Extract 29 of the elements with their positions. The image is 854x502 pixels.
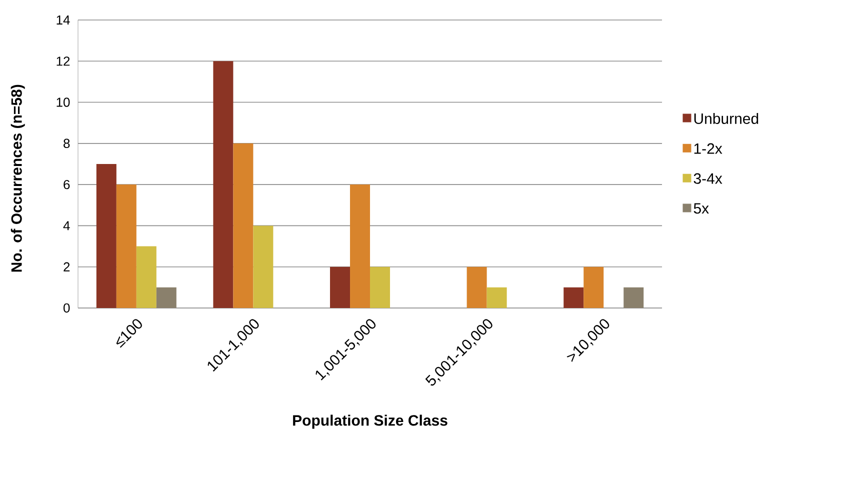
bar <box>116 184 136 308</box>
bar <box>584 266 604 308</box>
y-tick-label: 2 <box>64 262 70 272</box>
legend-label: Unburned <box>694 112 758 124</box>
y-tick-label: 0 <box>64 303 70 313</box>
y-tick-label: 14 <box>56 16 70 24</box>
bar <box>330 266 350 308</box>
bar <box>96 164 116 308</box>
legend-label: 1-2x <box>694 143 722 154</box>
y-tick-label: 6 <box>64 180 70 190</box>
x-axis-title: Population Size Class <box>293 414 448 429</box>
bar <box>156 287 176 308</box>
bar <box>370 266 390 308</box>
legend-label: 3-4x <box>694 173 722 184</box>
bar <box>136 246 156 308</box>
y-tick-label: 12 <box>56 56 70 66</box>
bar <box>624 287 644 308</box>
bar <box>233 143 254 308</box>
bar <box>253 226 274 308</box>
legend-label: 5x <box>694 203 709 214</box>
y-tick-label: 10 <box>56 98 70 107</box>
bar <box>213 61 234 308</box>
bar <box>564 287 584 308</box>
y-axis-title: No. of Occurrences (n=58) <box>10 84 25 272</box>
y-tick-label: 4 <box>63 221 70 230</box>
bar <box>466 266 487 308</box>
bar <box>486 287 507 308</box>
y-tick-label: 8 <box>64 138 70 148</box>
bar <box>350 184 370 308</box>
